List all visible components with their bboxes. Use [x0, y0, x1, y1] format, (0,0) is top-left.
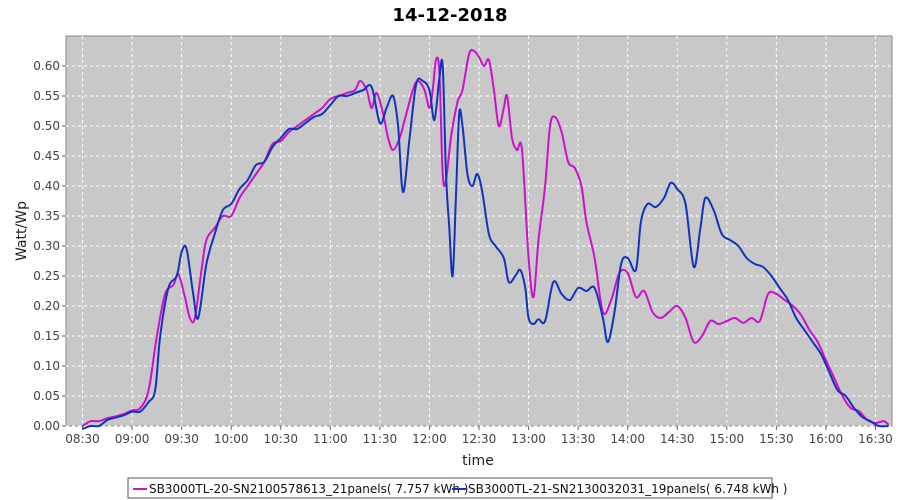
- y-tick-label: 0.10: [33, 359, 60, 373]
- y-axis-ticks: 0.00 0.05 0.10 0.15 0.20 0.25 0.30 0.35 0.40 0.45…: [33, 59, 66, 433]
- x-tick-label: 10:00: [214, 432, 249, 446]
- grid: [66, 36, 892, 427]
- y-tick-label: 0.05: [33, 389, 60, 403]
- x-tick-label: 14:30: [660, 432, 695, 446]
- x-tick-label: 15:00: [710, 432, 745, 446]
- y-tick-label: 0.30: [33, 239, 60, 253]
- y-tick-label: 0.25: [33, 269, 60, 283]
- y-tick-label: 0.50: [33, 119, 60, 133]
- x-tick-label: 15:30: [759, 432, 794, 446]
- x-tick-label: 14:00: [610, 432, 645, 446]
- y-axis-title: Watt/Wp: [14, 201, 30, 261]
- y-tick-label: 0.15: [33, 329, 60, 343]
- y-tick-label: 0.40: [33, 179, 60, 193]
- y-tick-label: 0.00: [33, 419, 60, 433]
- series-line-2: [82, 58, 889, 430]
- y-tick-label: 0.35: [33, 209, 60, 223]
- x-tick-label: 10:30: [263, 432, 298, 446]
- x-axis-ticks: 08:30 09:00 09:30 10:00 10:30 11:00 11:30 12:00…: [65, 426, 893, 446]
- x-tick-label: 16:00: [809, 432, 844, 446]
- y-tick-label: 0.60: [33, 59, 60, 73]
- y-tick-label: 0.55: [33, 89, 60, 103]
- y-tick-label: 0.45: [33, 149, 60, 163]
- series-layer: [81, 48, 890, 430]
- x-tick-label: 11:30: [363, 432, 398, 446]
- x-tick-label: 13:30: [561, 432, 596, 446]
- x-tick-label: 08:30: [65, 432, 100, 446]
- legend-label: SB3000TL-20-SN2100578613_21panels( 7.757…: [149, 482, 468, 496]
- legend-label: SB3000TL-21-SN2130032031_19panels( 6.748…: [468, 482, 787, 496]
- legend-box: [127, 477, 773, 499]
- x-tick-label: 12:30: [462, 432, 497, 446]
- legend-items: SB3000TL-20-SN2100578613_21panels( 7.757…: [133, 482, 787, 496]
- y-tick-label: 0.20: [33, 299, 60, 313]
- x-tick-label: 09:30: [164, 432, 199, 446]
- chart-title: 14-12-2018: [392, 5, 507, 26]
- x-tick-label: 13:00: [511, 432, 546, 446]
- legend: SB3000TL-20-SN2100578613_21panels( 7.757…: [127, 477, 787, 499]
- x-tick-label: 12:00: [412, 432, 447, 446]
- x-axis-title: time: [462, 453, 494, 469]
- series-line-1: [81, 48, 890, 427]
- x-tick-label: 09:00: [115, 432, 150, 446]
- x-tick-label: 11:00: [313, 432, 348, 446]
- x-tick-label: 16:30: [858, 432, 893, 446]
